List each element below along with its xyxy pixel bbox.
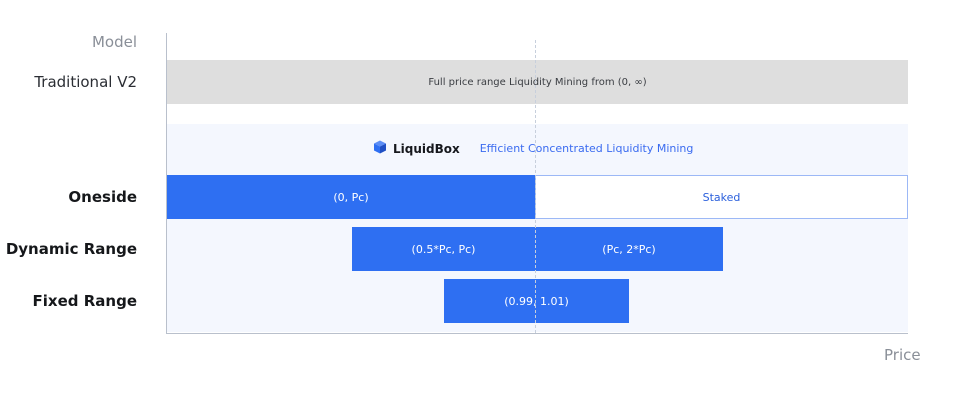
oneside-staked-bar: Staked [535, 175, 908, 219]
cube-icon [373, 139, 387, 158]
oneside-left-text: (0, Pc) [333, 190, 369, 204]
model-header-label: Model [91, 33, 137, 51]
traditional-v2-bar-text: Full price range Liquidity Mining from (… [428, 76, 647, 88]
traditional-v2-label: Traditional V2 [34, 73, 137, 91]
center-price-guide [535, 40, 536, 333]
oneside-left-bar: (0, Pc) [167, 175, 535, 219]
traditional-v2-bar: Full price range Liquidity Mining from (… [167, 60, 908, 104]
liquidbox-name: LiquidBox [393, 141, 460, 156]
liquidbox-brand: LiquidBox Efficient Concentrated Liquidi… [373, 139, 693, 158]
liquidbox-tagline: Efficient Concentrated Liquidity Mining [479, 142, 694, 155]
x-axis-line [166, 333, 908, 334]
oneside-label: Oneside [68, 188, 137, 206]
oneside-staked-text: Staked [702, 190, 741, 204]
dynamic-range-label: Dynamic Range [5, 240, 137, 258]
fixed-range-label: Fixed Range [32, 292, 137, 310]
dynamic-left-bar: (0.5*Pc, Pc) [352, 227, 535, 271]
y-axis-line [166, 33, 167, 334]
dynamic-right-text: (Pc, 2*Pc) [602, 242, 656, 256]
price-axis-label: Price [884, 346, 921, 364]
fixed-range-text: (0.99, 1.01) [504, 294, 569, 308]
dynamic-right-bar: (Pc, 2*Pc) [535, 227, 723, 271]
fixed-range-bar: (0.99, 1.01) [444, 279, 629, 323]
dynamic-left-text: (0.5*Pc, Pc) [411, 242, 476, 256]
